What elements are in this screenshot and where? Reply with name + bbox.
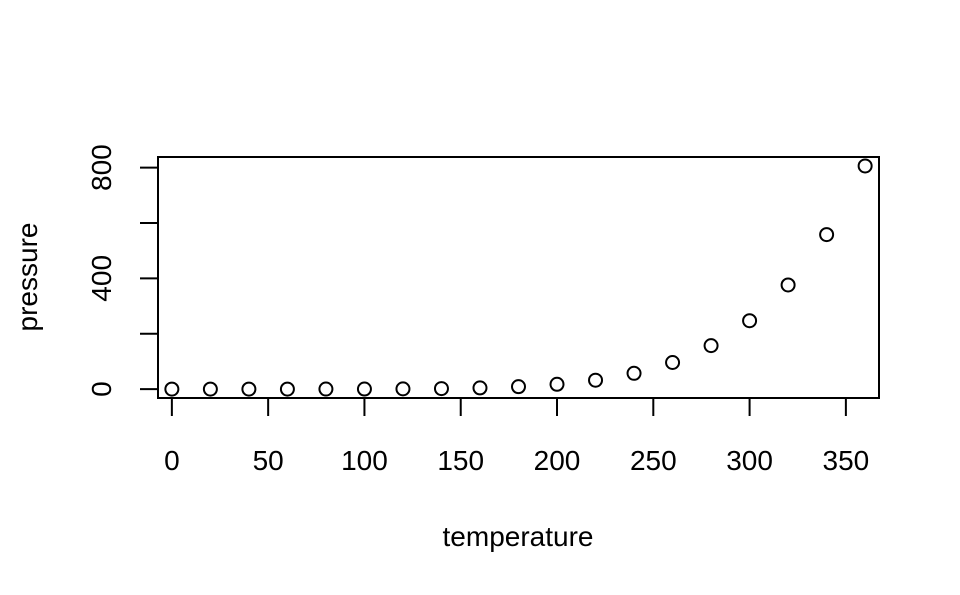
plot-frame <box>157 156 880 399</box>
x-tick-label: 0 <box>164 445 180 476</box>
data-point <box>164 381 180 397</box>
data-points <box>164 158 873 397</box>
data-point <box>433 381 449 397</box>
x-tick-label: 50 <box>253 445 284 476</box>
data-point <box>472 380 488 396</box>
data-point <box>549 376 565 392</box>
data-point <box>202 381 218 397</box>
x-tick-label: 250 <box>630 445 677 476</box>
data-point <box>742 313 758 329</box>
data-point <box>703 338 719 354</box>
data-point <box>665 355 681 371</box>
y-axis-label: pressure <box>12 223 43 332</box>
y-tick-label: 800 <box>86 144 117 191</box>
x-tick-label: 300 <box>726 445 773 476</box>
data-point <box>588 372 604 388</box>
data-point <box>626 365 642 381</box>
x-tick-label: 150 <box>437 445 484 476</box>
data-point <box>279 381 295 397</box>
x-axis-label: temperature <box>443 521 594 552</box>
data-point <box>780 277 796 293</box>
y-tick-label: 400 <box>86 255 117 302</box>
x-tick-label: 350 <box>823 445 870 476</box>
data-point <box>819 227 835 243</box>
x-tick-label: 100 <box>341 445 388 476</box>
data-point <box>395 381 411 397</box>
x-tick-label: 200 <box>534 445 581 476</box>
data-point <box>511 379 526 395</box>
data-point <box>318 381 334 397</box>
data-point <box>241 381 257 397</box>
x-axis: 0 50 100 150 200 250 300 350 <box>164 397 870 476</box>
y-axis: 0 400 800 <box>86 144 159 397</box>
data-point <box>356 381 372 397</box>
data-point <box>857 158 873 174</box>
y-tick-label: 0 <box>86 381 117 397</box>
